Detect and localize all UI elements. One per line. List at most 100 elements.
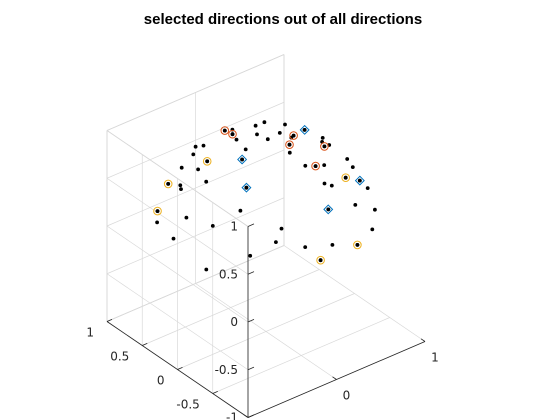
selected-point-center: [155, 209, 160, 214]
data-point: [303, 163, 308, 168]
z-tick-mark: [247, 271, 255, 275]
selected-point-circle: [311, 161, 320, 171]
selected-point-circle: [202, 157, 212, 166]
z-tick-mark: [247, 366, 255, 371]
selected-point-center: [166, 182, 171, 186]
selected-point-center: [313, 164, 318, 169]
selected-point-center: [291, 133, 296, 138]
selected-point-center: [302, 127, 307, 132]
data-point: [330, 243, 335, 247]
y-tick-label: 0.5: [110, 350, 129, 364]
data-point: [320, 136, 325, 140]
data-point: [353, 203, 358, 207]
y-tick-mark: [247, 415, 254, 418]
data-point: [287, 150, 292, 155]
data-point: [179, 187, 183, 192]
selected-point-center: [326, 207, 331, 212]
y-tick-mark: [177, 367, 183, 370]
selected-point-diamond: [354, 175, 365, 186]
selected-point-circle: [163, 179, 173, 189]
selected-point-diamond: [237, 154, 248, 165]
z-tick-label: 0: [230, 315, 238, 329]
y-tick-mark: [142, 343, 148, 346]
selected-points: [153, 124, 365, 265]
y-tick-mark: [212, 391, 218, 394]
selected-point-circle: [220, 126, 230, 135]
data-point: [179, 165, 184, 170]
data-point: [262, 120, 267, 125]
x-tick-label: 1: [431, 351, 439, 365]
selected-point-circle: [341, 173, 351, 182]
data-point: [196, 167, 201, 172]
data-point: [178, 183, 183, 188]
data-point: [373, 207, 377, 212]
x-tick-mark: [332, 376, 337, 380]
data-point: [204, 267, 209, 272]
data-point: [345, 157, 350, 161]
selected-point-circle: [316, 255, 325, 265]
axis-lines: [106, 223, 426, 418]
data-point: [350, 165, 355, 170]
data-point: [279, 226, 284, 231]
data-point: [274, 240, 278, 245]
data-point: [238, 208, 243, 213]
data-point: [283, 122, 287, 127]
y-tick-mark: [106, 319, 113, 322]
y-tick-label: -0.5: [176, 398, 199, 412]
selected-point-diamond: [299, 124, 310, 135]
selected-point-diamond: [323, 204, 334, 215]
data-point: [322, 181, 327, 186]
z-tick-mark: [247, 319, 255, 323]
x-tick-label: 0: [343, 389, 351, 403]
data-point: [210, 224, 215, 228]
grid-lines: [106, 54, 426, 418]
grid-line-x: [283, 245, 426, 342]
grid-line-x: [195, 283, 337, 380]
data-point: [201, 143, 206, 148]
z-tick-label: -1: [226, 411, 238, 420]
selected-point-center: [222, 128, 227, 133]
data-point: [329, 183, 334, 188]
z-tick-label: -0.5: [215, 363, 238, 377]
data-point: [191, 152, 196, 157]
data-point: [184, 215, 189, 220]
tick-labels: -1-0.500.51-1-0.500.51-101: [86, 220, 438, 420]
selected-point-center: [230, 132, 235, 137]
data-point: [253, 123, 258, 128]
selected-point-center: [355, 243, 360, 247]
z-tick-label: 0.5: [219, 267, 238, 281]
selected-point-center: [343, 175, 348, 180]
z-tick-label: 1: [230, 220, 238, 234]
selected-point-circle: [289, 131, 298, 140]
selected-point-diamond: [241, 182, 252, 193]
data-point: [234, 137, 239, 142]
selected-point-center: [240, 157, 245, 162]
data-point: [370, 227, 375, 232]
data-point: [277, 131, 282, 135]
selected-point-circle: [353, 240, 362, 250]
data-point: [204, 179, 209, 184]
selected-point-center: [244, 185, 249, 190]
data-point: [155, 220, 160, 225]
selected-point-center: [287, 142, 292, 147]
x-tick-mark: [420, 338, 426, 342]
y-tick-label: 1: [86, 326, 94, 340]
data-point: [193, 144, 198, 149]
data-point: [322, 163, 327, 168]
selected-point-circle: [228, 129, 237, 139]
selected-point-center: [318, 258, 323, 263]
x-tick-mark: [243, 414, 249, 418]
selected-point-center: [322, 144, 327, 149]
z-tick-mark: [247, 223, 255, 227]
selected-point-circle: [153, 206, 162, 216]
data-point: [248, 253, 253, 258]
data-point: [265, 137, 270, 142]
data-point: [303, 245, 308, 250]
selected-point-center: [357, 178, 362, 183]
y-tick-label: 0: [157, 374, 165, 388]
selected-point-center: [205, 159, 210, 164]
data-point: [255, 132, 259, 137]
data-point: [243, 147, 248, 152]
